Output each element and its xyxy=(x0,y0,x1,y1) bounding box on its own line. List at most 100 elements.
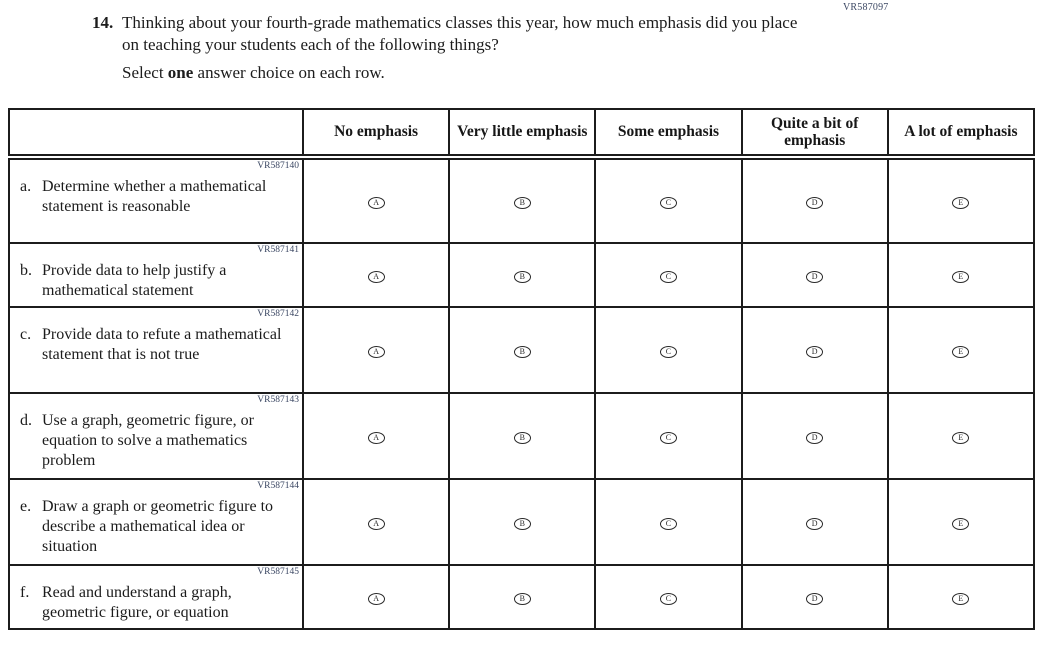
row-form-code: VR587145 xyxy=(257,567,299,577)
answer-bubble-d[interactable]: D xyxy=(806,271,824,283)
bubble-cell: E xyxy=(886,306,1036,394)
table-row: VR587142 c. Provide data to refute a mathe… xyxy=(8,306,1036,394)
bubble-letter: A xyxy=(373,198,379,207)
bubble-cell: E xyxy=(886,242,1036,308)
bubble-letter: D xyxy=(811,519,818,528)
item-cell: VR587145 f. Read and understand a graph, g… xyxy=(8,564,304,630)
row-form-code: VR587140 xyxy=(257,161,299,171)
question-instruction: Select one answer choice on each row. xyxy=(122,63,385,83)
item-letter: a. xyxy=(20,178,32,195)
bubble-cell: A xyxy=(301,478,451,566)
bubble-cell: A xyxy=(301,306,451,394)
bubble-letter: B xyxy=(519,272,525,281)
table-row: VR587144 e. Draw a graph or geometric figu… xyxy=(8,478,1036,566)
answer-bubble-a[interactable]: A xyxy=(367,271,385,283)
answer-bubble-c[interactable]: C xyxy=(659,432,677,444)
bubble-letter: A xyxy=(373,433,379,442)
answer-bubble-a[interactable]: A xyxy=(367,593,385,605)
answer-bubble-e[interactable]: E xyxy=(952,197,970,209)
item-text: Draw a graph or geometric figure to desc… xyxy=(42,498,274,556)
row-form-code: VR587141 xyxy=(257,245,299,255)
bubble-letter: B xyxy=(519,519,525,528)
item-cell: VR587140 a. Determine whether a mathematic… xyxy=(8,156,304,244)
bubble-letter: E xyxy=(958,198,964,207)
answer-bubble-a[interactable]: A xyxy=(367,518,385,530)
item-letter: f. xyxy=(20,584,30,601)
bubble-cell: D xyxy=(740,564,889,630)
answer-bubble-e[interactable]: E xyxy=(952,271,970,283)
answer-bubble-b[interactable]: B xyxy=(513,432,531,444)
answer-bubble-e[interactable]: E xyxy=(952,432,970,444)
row-form-code: VR587142 xyxy=(257,309,299,319)
bubble-cell: C xyxy=(594,564,743,630)
bubble-letter: E xyxy=(958,594,964,603)
row-form-code: VR587143 xyxy=(257,395,299,405)
bubble-letter: A xyxy=(373,347,379,356)
item-text: Determine whether a mathematical stateme… xyxy=(42,178,267,216)
answer-bubble-c[interactable]: C xyxy=(659,593,677,605)
bubble-letter: E xyxy=(958,433,964,442)
bubble-cell: B xyxy=(448,564,597,630)
item-letter: c. xyxy=(20,326,32,343)
answer-bubble-e[interactable]: E xyxy=(952,593,970,605)
bubble-cell: D xyxy=(740,306,889,394)
question-text: Thinking about your fourth-grade mathema… xyxy=(122,13,798,54)
bubble-letter: B xyxy=(519,198,525,207)
bubble-cell: D xyxy=(740,392,889,480)
answer-bubble-b[interactable]: B xyxy=(513,593,531,605)
bubble-letter: E xyxy=(958,272,964,281)
answer-bubble-b[interactable]: B xyxy=(513,346,531,358)
bubble-cell: A xyxy=(301,392,451,480)
answer-bubble-b[interactable]: B xyxy=(513,271,531,283)
bubble-cell: E xyxy=(886,156,1036,244)
bubble-letter: B xyxy=(519,347,525,356)
bubble-cell: C xyxy=(594,392,743,480)
bubble-cell: C xyxy=(594,478,743,566)
bubble-cell: A xyxy=(301,156,451,244)
answer-bubble-b[interactable]: B xyxy=(513,197,531,209)
bubble-letter: E xyxy=(958,347,964,356)
column-header: Quite a bit of emphasis xyxy=(740,108,889,160)
item-text: Provide data to refute a mathematical st… xyxy=(42,326,282,364)
bubble-cell: C xyxy=(594,306,743,394)
bubble-cell: B xyxy=(448,242,597,308)
item-letter: d. xyxy=(20,412,32,429)
column-header: Some emphasis xyxy=(594,108,743,160)
answer-bubble-c[interactable]: C xyxy=(659,271,677,283)
bubble-letter: B xyxy=(519,594,525,603)
bubble-letter: D xyxy=(811,198,818,207)
page-form-code: VR587097 xyxy=(843,2,889,13)
answer-bubble-d[interactable]: D xyxy=(806,346,824,358)
bubble-cell: C xyxy=(594,156,743,244)
bubble-cell: A xyxy=(301,242,451,308)
answer-bubble-c[interactable]: C xyxy=(659,518,677,530)
bubble-cell: C xyxy=(594,242,743,308)
header-row: No emphasis Very little emphasis Some emph… xyxy=(8,108,1036,160)
column-header: No emphasis xyxy=(301,108,451,160)
answer-bubble-d[interactable]: D xyxy=(806,593,824,605)
answer-bubble-a[interactable]: A xyxy=(367,197,385,209)
item-text: Read and understand a graph, geometric f… xyxy=(42,584,232,622)
answer-bubble-c[interactable]: C xyxy=(659,346,677,358)
answer-bubble-d[interactable]: D xyxy=(806,432,824,444)
answer-bubble-a[interactable]: A xyxy=(367,346,385,358)
answer-bubble-b[interactable]: B xyxy=(513,518,531,530)
item-cell: VR587144 e. Draw a graph or geometric figu… xyxy=(8,478,304,566)
row-form-code: VR587144 xyxy=(257,481,299,491)
answer-bubble-e[interactable]: E xyxy=(952,518,970,530)
bubble-letter: E xyxy=(958,519,964,528)
item-cell: VR587143 d. Use a graph, geometric figure,… xyxy=(8,392,304,480)
bubble-cell: D xyxy=(740,156,889,244)
answer-bubble-d[interactable]: D xyxy=(806,518,824,530)
item-text: Provide data to help justify a mathemati… xyxy=(42,262,227,300)
bubble-letter: D xyxy=(811,272,818,281)
answer-bubble-c[interactable]: C xyxy=(659,197,677,209)
table-row: VR587143 d. Use a graph, geometric figure,… xyxy=(8,392,1036,480)
answer-bubble-e[interactable]: E xyxy=(952,346,970,358)
answer-bubble-d[interactable]: D xyxy=(806,197,824,209)
answer-bubble-a[interactable]: A xyxy=(367,432,385,444)
instruction-suffix: answer choice on each row. xyxy=(193,63,385,82)
item-letter: e. xyxy=(20,498,32,515)
item-cell: VR587141 b. Provide data to help justify a… xyxy=(8,242,304,308)
